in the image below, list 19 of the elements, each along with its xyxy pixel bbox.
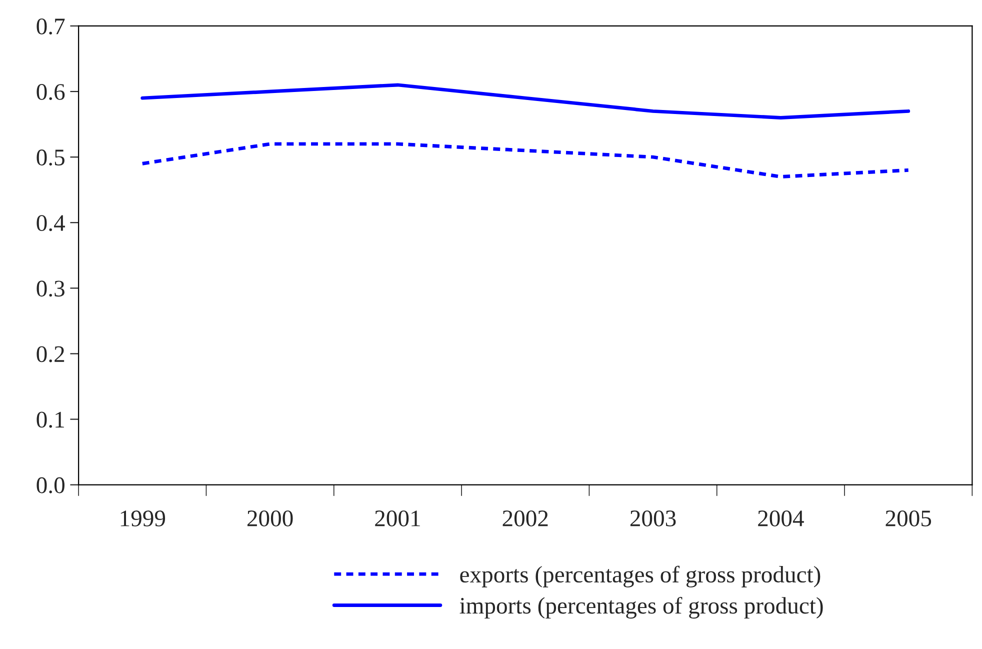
y-tick-label: 0.3 — [36, 280, 64, 297]
x-tick-label: 2000 — [247, 510, 293, 526]
x-tick-label: 2002 — [502, 510, 548, 526]
y-tick-label: 0.1 — [36, 412, 64, 428]
y-tick-label: 0.2 — [36, 346, 64, 362]
y-tick-label: 0.5 — [36, 150, 64, 166]
y-tick-label: 0.6 — [36, 84, 65, 100]
x-tick-label: 2005 — [886, 510, 932, 526]
y-tick-label: 0.7 — [36, 18, 65, 34]
x-tick-label: 2004 — [758, 510, 804, 526]
x-tick-label: 2003 — [630, 510, 676, 526]
legend-label: exports (percentages of gross product) — [460, 566, 820, 588]
y-tick-label: 0.0 — [36, 477, 64, 494]
y-tick-label: 0.4 — [36, 215, 65, 232]
legend-label: imports (percentages of gross product) — [460, 596, 823, 619]
line-series — [140, 142, 910, 178]
x-tick-label: 2001 — [375, 510, 420, 526]
x-tick-label: 1999 — [120, 510, 166, 526]
line-series — [140, 83, 910, 120]
